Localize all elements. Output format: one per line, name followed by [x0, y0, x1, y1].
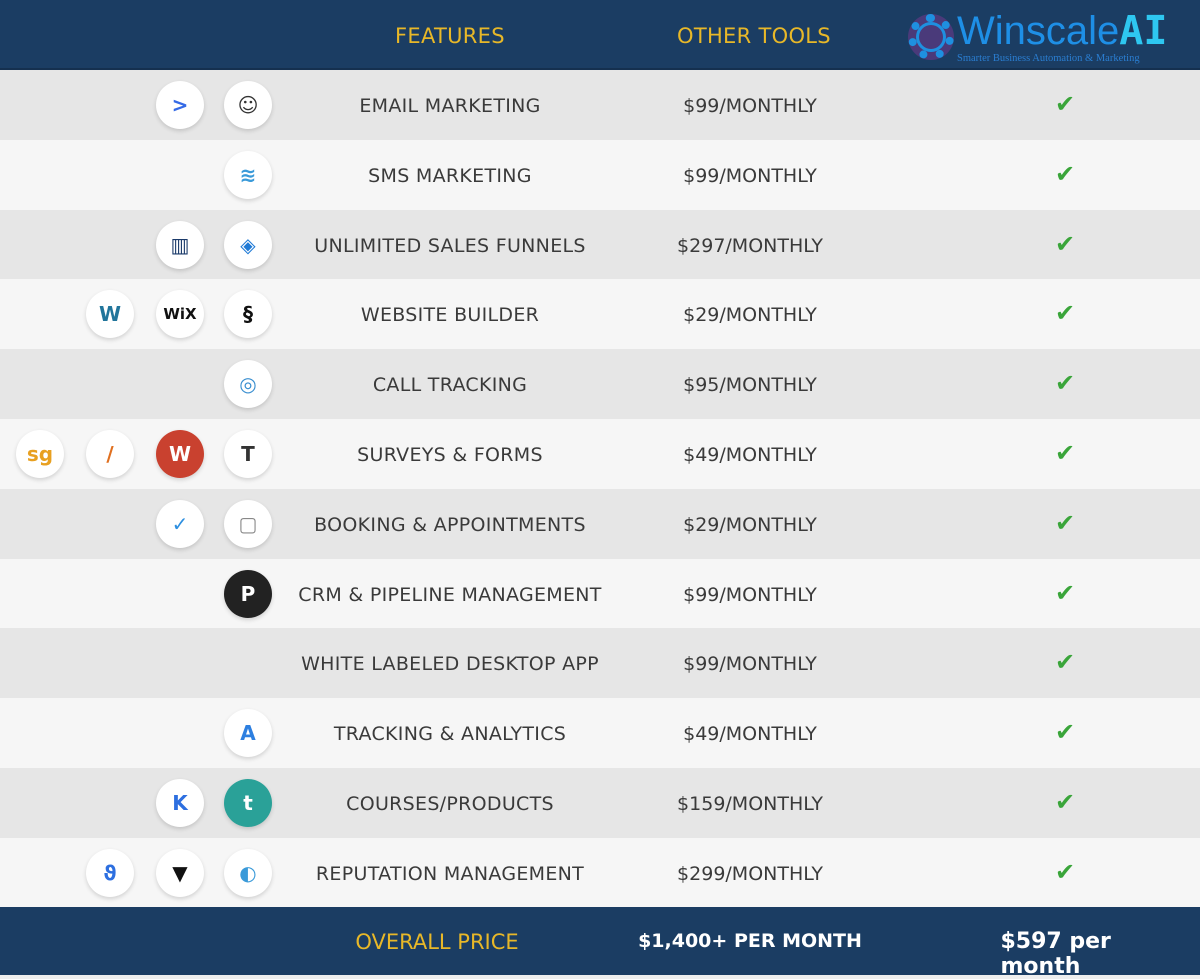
feature-name: SMS MARKETING	[368, 164, 532, 187]
other-tools-price: $49/MONTHLY	[683, 723, 817, 746]
table-row: ϑ ▼ ◐ REPUTATION MANAGEMENT $299/MONTHLY ✔	[0, 837, 1200, 908]
feature-name: TRACKING & ANALYTICS	[333, 723, 567, 746]
logo-text: WinscaleAI	[957, 8, 1168, 54]
squarespace-icon: §	[224, 290, 272, 339]
check-icon: ✔	[1055, 508, 1076, 537]
table-row: ▥ ◈ UNLIMITED SALES FUNNELS $297/MONTHLY ✔	[0, 209, 1200, 280]
sms-layers-icon: ≋	[224, 150, 272, 199]
other-tools-price: $159/MONTHLY	[677, 793, 823, 815]
check-icon: ✔	[1055, 718, 1076, 747]
calendar-icon: ▢	[224, 499, 272, 548]
typeform-icon: T	[224, 430, 272, 478]
other-tools-price: $99/MONTHLY	[683, 583, 817, 606]
feature-name: UNLIMITED SALES FUNNELS	[314, 234, 586, 257]
table-row: > ☺ EMAIL MARKETING $99/MONTHLY ✔	[0, 70, 1200, 140]
feature-name: REPUTATION MANAGEMENT	[315, 862, 585, 885]
wordpress-icon: W	[86, 290, 134, 339]
other-tools-price: $99/MONTHLY	[683, 164, 817, 187]
feature-name: BOOKING & APPOINTMENTS	[314, 513, 586, 536]
birdeye-icon: ϑ	[86, 848, 134, 897]
gear-icon	[908, 14, 954, 60]
check-icon: ✔	[1055, 159, 1076, 188]
jotform-icon: /	[86, 430, 134, 478]
feature-name: CRM & PIPELINE MANAGEMENT	[298, 583, 602, 606]
check-icon: ✔	[1055, 229, 1076, 258]
winscale-logo: WinscaleAI Smarter Business Automation &…	[905, 8, 1195, 68]
table-row: ◎ CALL TRACKING $95/MONTHLY ✔	[0, 349, 1200, 420]
surveygizmo-icon: sg	[16, 430, 64, 478]
other-tools-price: $29/MONTHLY	[683, 304, 817, 327]
podium-icon: ▼	[156, 848, 204, 897]
feature-name: EMAIL MARKETING	[359, 95, 541, 117]
check-icon: ✔	[1055, 648, 1076, 677]
check-icon: ✔	[1055, 369, 1076, 398]
activecampaign-icon: >	[156, 81, 204, 129]
table-row: ✓ ▢ BOOKING & APPOINTMENTS $29/MONTHLY ✔	[0, 488, 1200, 559]
table-row: sg / W T SURVEYS & FORMS $49/MONTHLY ✔	[0, 419, 1200, 489]
feature-name: COURSES/PRODUCTS	[346, 793, 554, 815]
teachable-icon: t	[224, 779, 272, 827]
features-heading: FEATURES	[395, 24, 505, 48]
pipedrive-icon: P	[224, 569, 272, 618]
other-tools-price: $95/MONTHLY	[683, 374, 817, 397]
check-icon: ✔	[1055, 90, 1076, 118]
check-icon: ✔	[1055, 788, 1076, 816]
wufoo-icon: W	[156, 430, 204, 478]
reputation-icon: ◐	[224, 848, 272, 897]
overall-price-label: OVERALL PRICE	[355, 930, 519, 954]
other-tools-price: $99/MONTHLY	[683, 95, 817, 117]
table-row: P CRM & PIPELINE MANAGEMENT $99/MONTHLY ✔	[0, 558, 1200, 629]
other-tools-price: $299/MONTHLY	[677, 862, 823, 885]
callrail-icon: ◎	[224, 360, 272, 409]
other-tools-price: $99/MONTHLY	[683, 653, 817, 676]
analytics-icon: A	[224, 709, 272, 758]
table-row: ≋ SMS MARKETING $99/MONTHLY ✔	[0, 139, 1200, 210]
other-tools-price: $49/MONTHLY	[683, 444, 817, 466]
check-icon: ✔	[1055, 299, 1076, 328]
footer-total: OVERALL PRICE $1,400+ PER MONTH $597 per…	[0, 907, 1200, 979]
kajabi-icon: K	[156, 779, 204, 827]
header: FEATURES OTHER TOOLS WinscaleAI Smarter …	[0, 0, 1200, 70]
leadpages-icon: ◈	[224, 220, 272, 269]
check-icon: ✔	[1055, 578, 1076, 607]
other-tools-total: $1,400+ PER MONTH	[638, 930, 862, 952]
logo-tagline: Smarter Business Automation & Marketing	[957, 53, 1140, 64]
check-icon: ✔	[1055, 857, 1076, 886]
table-row: WHITE LABELED DESKTOP APP $99/MONTHLY ✔	[0, 628, 1200, 699]
other-tools-heading: OTHER TOOLS	[677, 24, 831, 48]
feature-name: SURVEYS & FORMS	[357, 444, 543, 466]
acuity-check-icon: ✓	[156, 499, 204, 548]
other-tools-price: $29/MONTHLY	[683, 513, 817, 536]
our-price: $597 per month	[1000, 929, 1111, 979]
mailchimp-icon: ☺	[224, 81, 272, 129]
table-row: A TRACKING & ANALYTICS $49/MONTHLY ✔	[0, 698, 1200, 769]
wix-icon: WiX	[156, 290, 204, 339]
check-icon: ✔	[1055, 439, 1076, 467]
table-row: W WiX § WEBSITE BUILDER $29/MONTHLY ✔	[0, 279, 1200, 350]
feature-name: WHITE LABELED DESKTOP APP	[301, 653, 599, 676]
clickfunnels-icon: ▥	[156, 220, 204, 269]
feature-name: CALL TRACKING	[372, 374, 528, 397]
other-tools-price: $297/MONTHLY	[677, 234, 823, 257]
feature-name: WEBSITE BUILDER	[360, 304, 540, 327]
